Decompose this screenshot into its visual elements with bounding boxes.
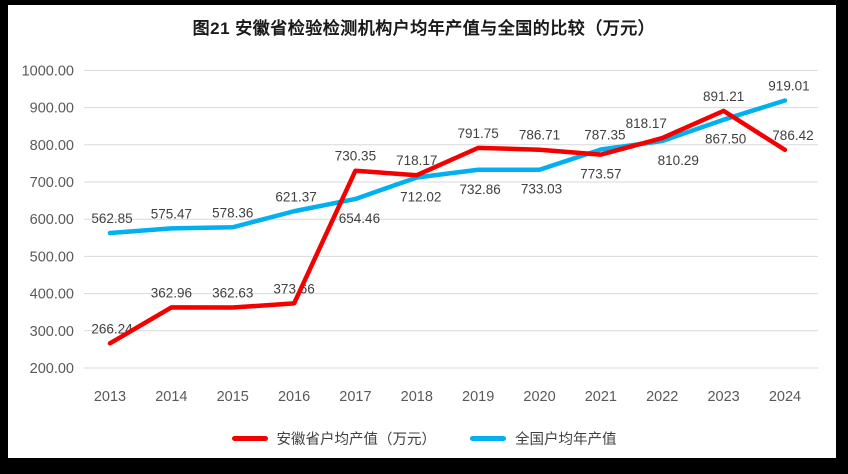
data-label-series-1: 578.36 bbox=[212, 205, 253, 220]
x-axis-tick-label: 2021 bbox=[585, 389, 617, 405]
x-axis-tick-label: 2023 bbox=[707, 389, 739, 405]
data-label-series-1: 712.02 bbox=[400, 190, 441, 205]
legend-item-label: 全国户均年产值 bbox=[515, 432, 617, 448]
x-axis-tick-label: 2019 bbox=[462, 389, 494, 405]
chart-title: 图21 安徽省检验检测机构户均年产值与全国的比较（万元） bbox=[192, 19, 656, 38]
data-label-series-0: 362.96 bbox=[151, 285, 192, 300]
chart-legend: 安徽省户均产值（万元） 全国户均年产值 bbox=[0, 428, 848, 449]
data-label-series-1: 919.01 bbox=[768, 79, 809, 94]
legend-line-swatch-icon bbox=[470, 436, 506, 441]
legend-item-1: 全国户均年产值 bbox=[470, 428, 617, 449]
data-label-series-0: 818.17 bbox=[626, 116, 667, 131]
y-axis-tick-label: 800.00 bbox=[30, 138, 74, 154]
y-axis-tick-label: 200.00 bbox=[30, 361, 74, 377]
data-label-series-0: 791.75 bbox=[458, 126, 499, 141]
series-line-1 bbox=[107, 98, 788, 236]
x-axis-tick-label: 2013 bbox=[94, 389, 126, 405]
x-axis-tick-label: 2024 bbox=[769, 389, 801, 405]
data-label-series-1: 733.03 bbox=[521, 182, 562, 197]
data-label-series-0: 362.63 bbox=[212, 286, 253, 301]
x-axis-tick-label: 2014 bbox=[155, 389, 187, 405]
x-axis-tick-label: 2017 bbox=[339, 389, 371, 405]
x-axis-tick-label: 2022 bbox=[646, 389, 678, 405]
data-label-series-0: 718.17 bbox=[396, 153, 437, 168]
x-axis-tick-label: 2020 bbox=[523, 389, 555, 405]
data-label-series-1: 810.29 bbox=[658, 153, 699, 168]
y-axis-tick-label: 400.00 bbox=[30, 287, 74, 303]
data-label-series-1: 867.50 bbox=[705, 132, 746, 147]
series-line-0 bbox=[107, 108, 788, 346]
y-axis-tick-label: 700.00 bbox=[30, 175, 74, 191]
data-label-series-1: 575.47 bbox=[151, 206, 192, 221]
data-label-series-0: 891.21 bbox=[703, 89, 744, 104]
data-label-series-1: 621.37 bbox=[275, 189, 316, 204]
data-label-series-0: 373.66 bbox=[273, 281, 314, 296]
y-axis-tick-label: 600.00 bbox=[30, 212, 74, 228]
y-axis-tick-label: 1000.00 bbox=[22, 63, 74, 79]
legend-line-swatch-icon bbox=[231, 436, 268, 441]
y-axis-tick-label: 300.00 bbox=[30, 324, 74, 340]
data-label-series-1: 562.85 bbox=[91, 211, 132, 226]
legend-item-label: 安徽省户均产值（万元） bbox=[276, 432, 437, 448]
data-label-series-0: 786.71 bbox=[519, 128, 560, 143]
data-label-series-0: 773.57 bbox=[580, 167, 621, 182]
data-label-series-1: 654.46 bbox=[339, 211, 380, 226]
y-axis-tick-label: 900.00 bbox=[30, 101, 74, 117]
data-label-series-0: 786.42 bbox=[772, 128, 813, 143]
data-label-series-0: 730.35 bbox=[335, 149, 376, 164]
x-axis-tick-label: 2018 bbox=[401, 389, 433, 405]
legend-item-0: 安徽省户均产值（万元） bbox=[231, 428, 437, 449]
data-label-series-0: 266.24 bbox=[91, 321, 133, 336]
data-label-series-1: 787.35 bbox=[584, 128, 625, 143]
data-label-series-1: 732.86 bbox=[460, 182, 501, 197]
y-axis-tick-label: 500.00 bbox=[30, 249, 74, 265]
x-axis-tick-label: 2015 bbox=[217, 389, 249, 405]
x-axis-tick-label: 2016 bbox=[278, 389, 310, 405]
